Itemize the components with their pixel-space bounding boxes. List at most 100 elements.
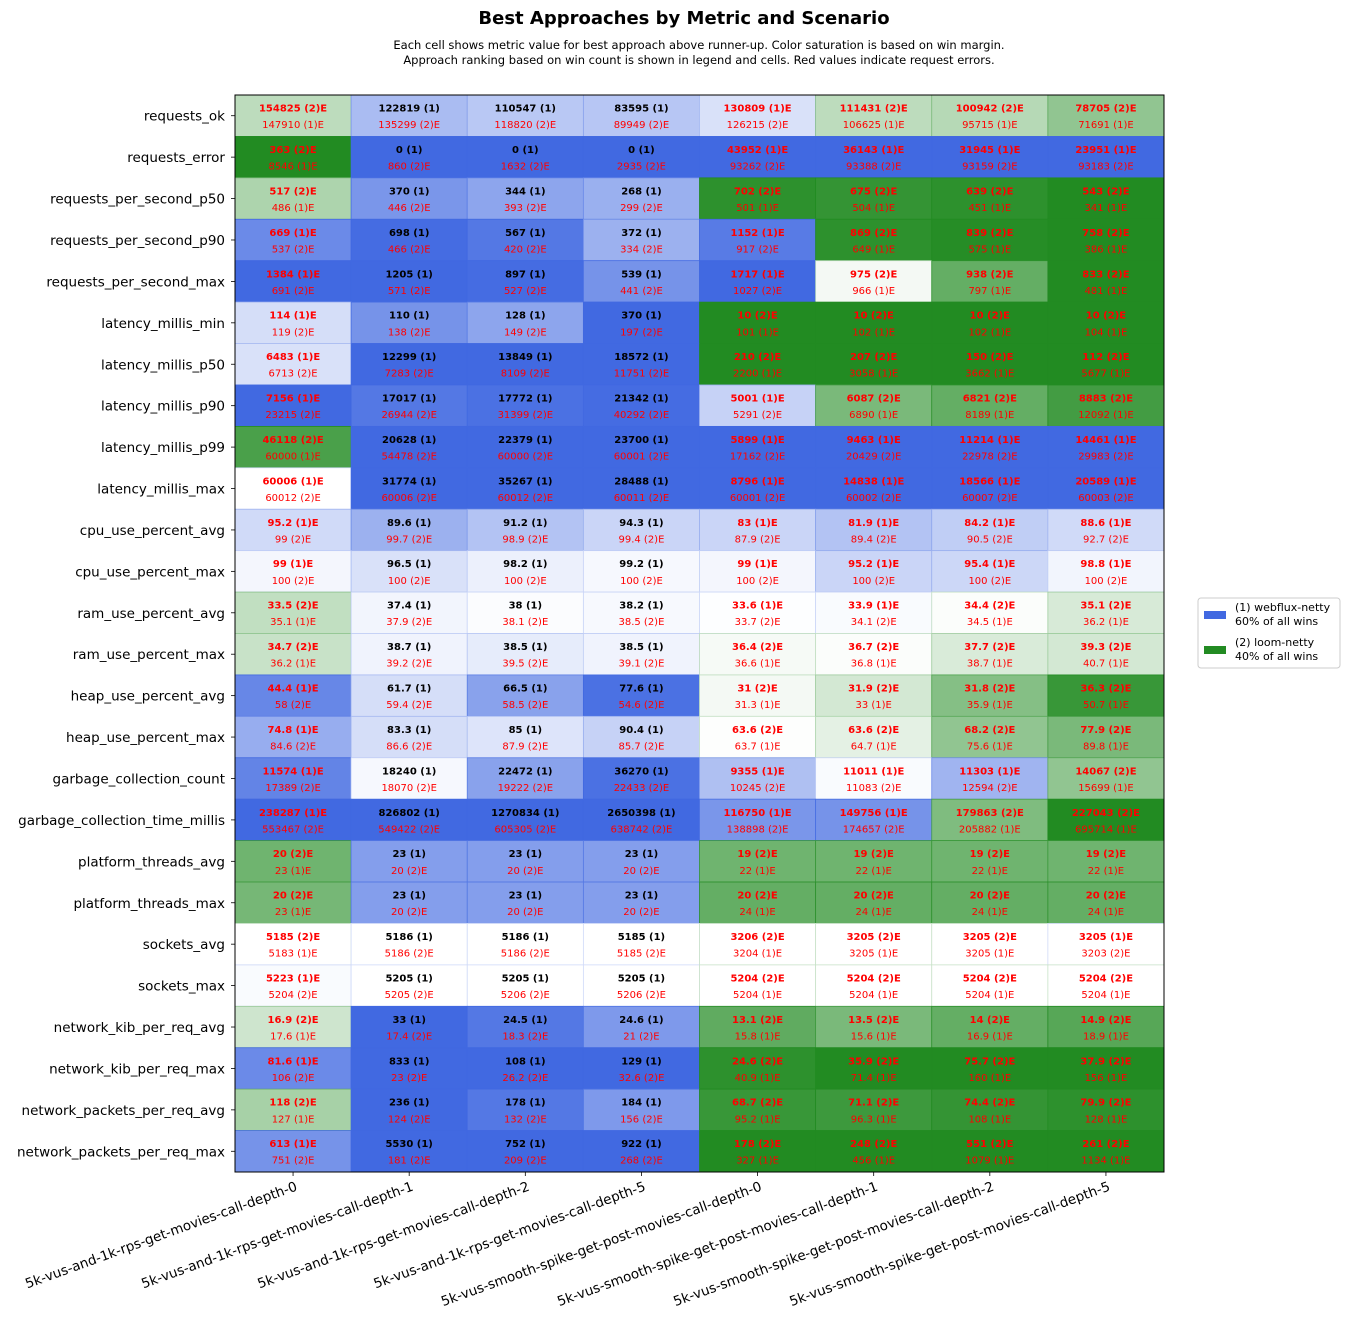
cell-background: [466, 1005, 584, 1049]
heatmap-cell: 669 (1)E 537 (2)E: [234, 218, 352, 262]
cell-best-value: 94.3 (1): [619, 518, 663, 529]
heatmap-cell: 13849 (1) 8109 (2)E: [466, 343, 584, 386]
cell-background: [699, 881, 817, 924]
heatmap-cell: 63.6 (2)E 63.7 (1)E: [699, 715, 817, 759]
heatmap-cell: 19 (2)E 22 (1)E: [931, 840, 1049, 883]
cell-best-value: 11011 (1)E: [843, 766, 904, 777]
cell-runner-up-value: 3662 (1)E: [965, 369, 1014, 380]
cell-runner-up-value: 1632 (2)E: [501, 162, 550, 173]
heatmap-cell: 89.6 (1) 99.7 (2)E: [350, 508, 468, 552]
heatmap-cell: 0 (1) 2935 (2)E: [582, 136, 700, 179]
cell-runner-up-value: 209 (2)E: [504, 1156, 547, 1167]
cell-runner-up-value: 23215 (2)E: [265, 410, 320, 421]
cell-runner-up-value: 17389 (2)E: [265, 783, 320, 794]
cell-runner-up-value: 29983 (2)E: [1078, 452, 1133, 463]
heatmap-cell: 37.9 (2)E 156 (1)E: [1047, 1047, 1165, 1090]
cell-runner-up-value: 20429 (2)E: [846, 452, 901, 463]
cell-runner-up-value: 504 (1)E: [852, 203, 895, 214]
row-label: requests_per_second_p90: [50, 233, 225, 249]
cell-background: [582, 923, 700, 966]
cell-best-value: 6821 (2)E: [963, 394, 1017, 405]
cell-background: [699, 218, 817, 262]
cell-runner-up-value: 96.3 (1)E: [851, 1114, 897, 1125]
cell-runner-up-value: 126215 (2)E: [727, 120, 789, 131]
heatmap-cell: 38.7 (1) 39.2 (2)E: [350, 633, 468, 676]
cell-best-value: 5186 (1): [385, 932, 432, 943]
cell-background: [815, 1130, 933, 1173]
cell-runner-up-value: 1027 (2)E: [733, 286, 782, 297]
cell-best-value: 1384 (1)E: [266, 269, 320, 280]
cell-background: [1047, 1130, 1165, 1173]
cell-best-value: 38 (1): [509, 601, 543, 612]
cell-runner-up-value: 12092 (1)E: [1078, 410, 1133, 421]
cell-background: [699, 260, 817, 303]
heatmap-cell: 31.8 (2)E 35.9 (1)E: [931, 674, 1049, 717]
cell-best-value: 5185 (2)E: [266, 932, 320, 943]
heatmap-cell: 24.6 (2)E 40.9 (1)E: [699, 1047, 817, 1090]
heatmap-cell: 122819 (1) 135299 (2)E: [350, 94, 468, 137]
cell-best-value: 3205 (2)E: [847, 932, 901, 943]
cell-runner-up-value: 17.4 (2)E: [386, 1031, 432, 1042]
cell-background: [234, 715, 352, 759]
heatmap-cell: 539 (1) 441 (2)E: [582, 260, 700, 303]
heatmap-cell: 31774 (1) 60006 (2)E: [350, 467, 468, 510]
cell-best-value: 89.6 (1): [387, 518, 431, 529]
cell-best-value: 38.5 (1): [503, 642, 547, 653]
cell-runner-up-value: 99.4 (2)E: [618, 534, 664, 545]
heatmap-cell: 20 (2)E 24 (1)E: [931, 881, 1049, 924]
cell-runner-up-value: 50.7 (1)E: [1083, 700, 1129, 711]
cell-runner-up-value: 26944 (2)E: [381, 410, 436, 421]
heatmap-cell: 517 (2)E 486 (1)E: [234, 177, 352, 220]
cell-background: [350, 508, 468, 552]
heatmap-cell: 98.8 (1)E 100 (2)E: [1047, 550, 1165, 593]
cell-background: [466, 467, 584, 510]
heatmap-cell: 1152 (1)E 917 (2)E: [699, 218, 817, 262]
cell-runner-up-value: 35.1 (1)E: [270, 617, 316, 628]
cell-best-value: 43952 (1)E: [727, 145, 788, 156]
heatmap-cell: 370 (1) 197 (2)E: [582, 301, 700, 344]
cell-runner-up-value: 3203 (2)E: [1081, 949, 1130, 960]
cell-background: [582, 1047, 700, 1090]
cell-background: [931, 798, 1049, 842]
heatmap-cell: 5204 (2)E 5204 (1)E: [931, 964, 1049, 1007]
cell-background: [1047, 633, 1165, 676]
cell-background: [466, 715, 584, 759]
cell-background: [1047, 425, 1165, 469]
cell-best-value: 34.4 (2)E: [964, 601, 1015, 612]
cell-runner-up-value: 5204 (1)E: [965, 990, 1014, 1001]
cell-runner-up-value: 64.7 (1)E: [851, 741, 897, 752]
cell-runner-up-value: 605305 (2)E: [494, 824, 556, 835]
heatmap-cell: 8883 (2)E 12092 (1)E: [1047, 384, 1165, 427]
heatmap-cell: 5223 (1)E 5204 (2)E: [234, 964, 352, 1007]
heatmap-cell: 17772 (1) 31399 (2)E: [466, 384, 584, 427]
cell-runner-up-value: 93388 (2)E: [846, 162, 901, 173]
heatmap-cell: 16.9 (2)E 17.6 (1)E: [234, 1005, 352, 1049]
cell-runner-up-value: 135299 (2)E: [378, 120, 440, 131]
cell-best-value: 5205 (1): [385, 973, 432, 984]
heatmap-cell: 372 (1) 334 (2)E: [582, 218, 700, 262]
cell-runner-up-value: 60011 (2)E: [614, 493, 669, 504]
cell-best-value: 31774 (1): [382, 476, 436, 487]
heatmap-cell: 66.5 (1) 58.5 (2)E: [466, 674, 584, 717]
cell-best-value: 116750 (1)E: [723, 808, 791, 819]
row-label: network_kib_per_req_max: [49, 1061, 225, 1077]
cell-runner-up-value: 420 (2)E: [504, 244, 547, 255]
cell-runner-up-value: 24 (1)E: [739, 907, 775, 918]
cell-runner-up-value: 100 (2)E: [852, 576, 895, 587]
cell-runner-up-value: 118820 (2)E: [494, 120, 556, 131]
cell-runner-up-value: 22 (1)E: [855, 866, 891, 877]
heatmap-cell: 17017 (1) 26944 (2)E: [350, 384, 468, 427]
cell-runner-up-value: 40.7 (1)E: [1083, 659, 1129, 670]
cell-runner-up-value: 34.5 (1)E: [967, 617, 1013, 628]
cell-runner-up-value: 446 (2)E: [388, 203, 431, 214]
row-label: requests_error: [127, 150, 225, 166]
cell-runner-up-value: 18.9 (1)E: [1083, 1031, 1129, 1042]
cell-runner-up-value: 451 (1)E: [968, 203, 1011, 214]
heatmap-cell: 0 (1) 860 (2)E: [350, 136, 468, 179]
heatmap-cell: 869 (2)E 649 (1)E: [815, 218, 933, 262]
cell-background: [931, 674, 1049, 717]
cell-background: [931, 1005, 1049, 1049]
row-label: requests_per_second_max: [46, 274, 225, 290]
cell-background: [1047, 840, 1165, 883]
cell-runner-up-value: 26.2 (2)E: [502, 1073, 548, 1084]
